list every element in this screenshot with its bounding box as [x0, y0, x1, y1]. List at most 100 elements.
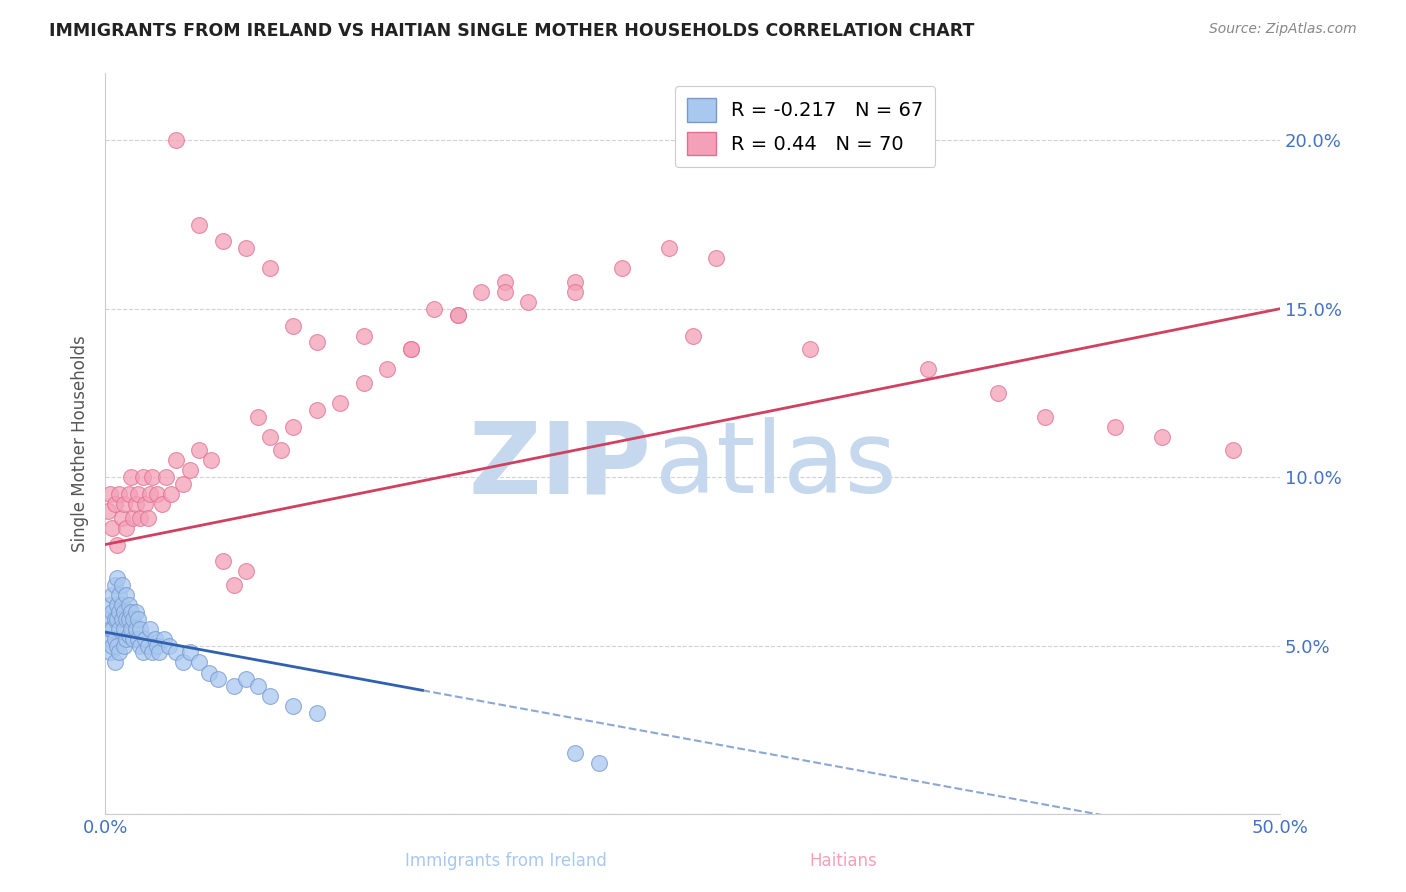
Point	[446, 309, 468, 323]
Point	[118, 487, 141, 501]
Point	[115, 612, 138, 626]
Point	[157, 639, 180, 653]
Point	[155, 470, 177, 484]
Point	[98, 645, 121, 659]
Point	[136, 639, 159, 653]
Point	[129, 639, 152, 653]
Point	[165, 453, 187, 467]
Point	[104, 612, 127, 626]
Point	[111, 510, 134, 524]
Point	[125, 497, 148, 511]
Point	[353, 328, 375, 343]
Point	[353, 376, 375, 390]
Point	[105, 571, 128, 585]
Point	[101, 622, 124, 636]
Point	[132, 645, 155, 659]
Point	[111, 578, 134, 592]
Point	[97, 632, 120, 646]
Point	[143, 632, 166, 646]
Point	[139, 622, 162, 636]
Point	[111, 598, 134, 612]
Point	[283, 699, 305, 714]
Point	[423, 301, 446, 316]
Point	[160, 487, 183, 501]
Point	[283, 318, 305, 333]
Point	[112, 605, 135, 619]
Point	[259, 689, 281, 703]
Point	[259, 261, 281, 276]
Text: Haitians: Haitians	[810, 852, 877, 870]
Point	[283, 419, 305, 434]
Point	[136, 510, 159, 524]
Point	[98, 622, 121, 636]
Point	[104, 497, 127, 511]
Point	[211, 554, 233, 568]
Point	[129, 622, 152, 636]
Point	[101, 588, 124, 602]
Point	[122, 510, 145, 524]
Point	[329, 396, 352, 410]
Point	[399, 342, 422, 356]
Point	[305, 402, 328, 417]
Point	[97, 612, 120, 626]
Point	[259, 430, 281, 444]
Point	[104, 578, 127, 592]
Point	[139, 487, 162, 501]
Point	[305, 335, 328, 350]
Point	[270, 443, 292, 458]
Point	[207, 673, 229, 687]
Point	[105, 612, 128, 626]
Point	[494, 285, 516, 299]
Legend: R = -0.217   N = 67, R = 0.44   N = 70: R = -0.217 N = 67, R = 0.44 N = 70	[675, 87, 935, 167]
Point	[97, 504, 120, 518]
Point	[118, 628, 141, 642]
Point	[446, 309, 468, 323]
Point	[153, 632, 176, 646]
Point	[134, 497, 156, 511]
Point	[98, 598, 121, 612]
Point	[375, 362, 398, 376]
Point	[98, 487, 121, 501]
Point	[200, 453, 222, 467]
Point	[101, 521, 124, 535]
Point	[917, 362, 939, 376]
Point	[246, 409, 269, 424]
Point	[132, 470, 155, 484]
Point	[112, 639, 135, 653]
Point	[111, 612, 134, 626]
Text: Source: ZipAtlas.com: Source: ZipAtlas.com	[1209, 22, 1357, 37]
Point	[108, 622, 131, 636]
Point	[101, 605, 124, 619]
Point	[588, 756, 610, 771]
Y-axis label: Single Mother Households: Single Mother Households	[72, 335, 89, 552]
Point	[235, 241, 257, 255]
Point	[120, 622, 142, 636]
Point	[1104, 419, 1126, 434]
Point	[1033, 409, 1056, 424]
Point	[146, 487, 169, 501]
Point	[120, 605, 142, 619]
Point	[115, 632, 138, 646]
Point	[141, 470, 163, 484]
Text: atlas: atlas	[655, 417, 897, 514]
Point	[122, 612, 145, 626]
Point	[172, 476, 194, 491]
Point	[127, 487, 149, 501]
Point	[104, 656, 127, 670]
Point	[141, 645, 163, 659]
Point	[564, 275, 586, 289]
Point	[165, 133, 187, 147]
Point	[108, 487, 131, 501]
Point	[179, 645, 201, 659]
Point	[105, 537, 128, 551]
Point	[188, 218, 211, 232]
Point	[1152, 430, 1174, 444]
Point	[658, 241, 681, 255]
Text: IMMIGRANTS FROM IRELAND VS HAITIAN SINGLE MOTHER HOUSEHOLDS CORRELATION CHART: IMMIGRANTS FROM IRELAND VS HAITIAN SINGL…	[49, 22, 974, 40]
Point	[211, 235, 233, 249]
Point	[127, 632, 149, 646]
Point	[224, 578, 246, 592]
Point	[564, 747, 586, 761]
Point	[148, 645, 170, 659]
Point	[682, 328, 704, 343]
